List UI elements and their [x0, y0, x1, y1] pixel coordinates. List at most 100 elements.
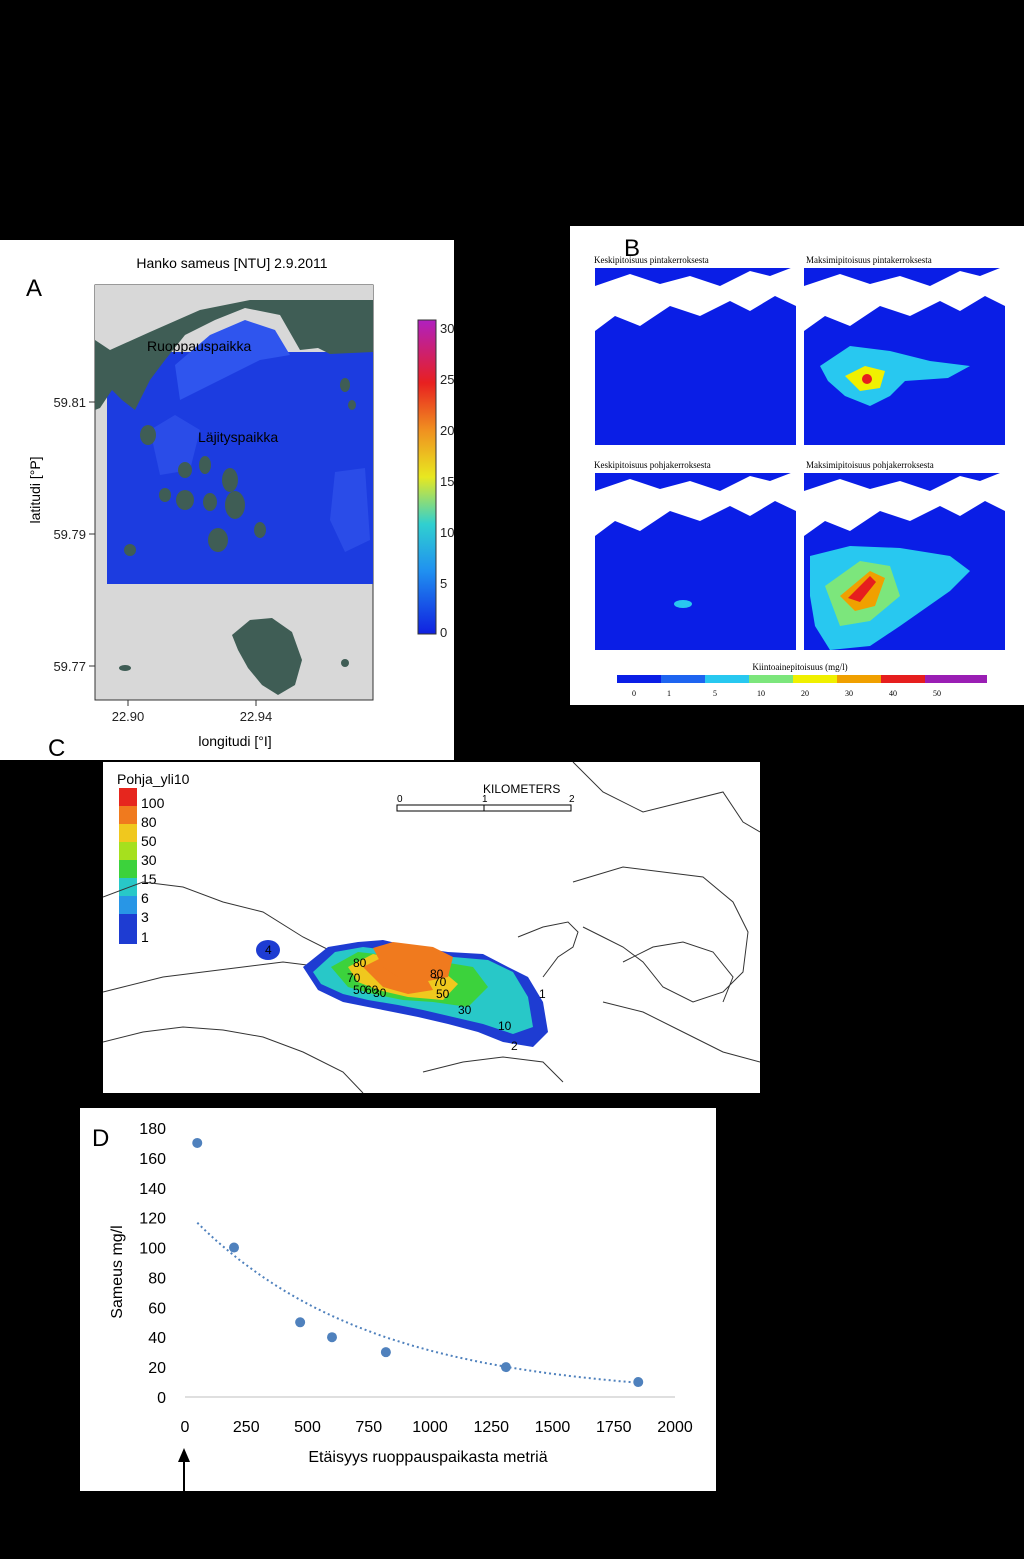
- d-yticks: 0 20 40 60 80 100 120 140 160 180: [139, 1121, 166, 1407]
- plume-area: [175, 320, 290, 400]
- c-contour-label: 1: [539, 987, 546, 1001]
- c-legend-item: 6: [141, 890, 149, 906]
- d-ytick: 20: [148, 1360, 166, 1377]
- panel-d: D 0 20 40 60 80 100 120 140 160 180 0 250 500 750 100…: [80, 1108, 716, 1491]
- c-legend-item: 30: [141, 852, 157, 868]
- c-scale-tick: 2: [569, 794, 575, 805]
- panel-b-maps: B Keskipitoisuus pintakerroksesta Maksim…: [594, 235, 1005, 698]
- d-ytick: 40: [148, 1330, 166, 1347]
- lower-island: [232, 618, 302, 695]
- d-xtick: 500: [294, 1419, 321, 1436]
- c-coastlines: [103, 762, 760, 1093]
- cb-tick: 25: [440, 372, 454, 387]
- b-tick: 50: [933, 689, 941, 698]
- d-ytick: 60: [148, 1300, 166, 1317]
- panel-c-label: C: [48, 735, 66, 762]
- d-data-point: [192, 1137, 203, 1148]
- b-map-3: [595, 471, 796, 650]
- d-xtick: 250: [233, 1419, 260, 1436]
- c-legend-item: 3: [141, 909, 149, 925]
- b-legend-bar: [617, 675, 987, 683]
- colorbar-a: [417, 319, 437, 635]
- b-map-2: [804, 266, 1005, 445]
- d-ytick: 180: [139, 1121, 166, 1138]
- panel-a-xlabel: longitudi [°I]: [198, 733, 271, 749]
- d-points: [192, 1137, 644, 1388]
- c-legend-item: 1: [141, 929, 149, 945]
- c-contour-label: 50: [353, 983, 367, 997]
- d-xtick: 2000: [657, 1419, 693, 1436]
- b-legend-ticks: 0 1 5 10 20 30 40 50: [632, 689, 941, 698]
- d-ytick: 0: [157, 1390, 166, 1407]
- b-tick: 10: [757, 689, 765, 698]
- c-scale-bar: 0 1 2 KILOMETERS: [396, 782, 575, 812]
- c-legend-item: 100: [141, 795, 165, 811]
- d-ytick: 160: [139, 1151, 166, 1168]
- b-subtitle-1: Keskipitoisuus pintakerroksesta: [594, 255, 709, 265]
- cb-tick: 10: [440, 525, 454, 540]
- c-legend-item: 15: [141, 871, 157, 887]
- d-trendline: [196, 1221, 639, 1384]
- water-area: [107, 352, 373, 584]
- c-legend-title: Pohja_yli10: [117, 771, 190, 787]
- plume-area-3: [330, 468, 370, 552]
- d-xticks: 0 250 500 750 1000 1250 1500 1750 2000: [181, 1419, 693, 1436]
- d-xtick: 1750: [596, 1419, 632, 1436]
- d-xtick: 0: [181, 1419, 190, 1436]
- c-contour-label: 4: [265, 943, 272, 957]
- b-map-4: [804, 471, 1005, 650]
- a-ytick: 59.77: [53, 659, 86, 674]
- dredging-marker-arrow: [176, 1448, 192, 1554]
- d-data-point: [295, 1317, 306, 1328]
- d-xtick: 1000: [412, 1419, 448, 1436]
- d-ytick: 80: [148, 1270, 166, 1287]
- panel-a-ylabel: latitudi [°P]: [27, 456, 43, 523]
- d-data-point: [380, 1347, 391, 1358]
- c-contour-label: 30: [458, 1003, 472, 1017]
- cb-tick: 0: [440, 625, 447, 640]
- b-tick: 40: [889, 689, 897, 698]
- c-contour-label: 70: [347, 971, 361, 985]
- b-map-1: [595, 266, 796, 445]
- c-scale-tick: 1: [482, 794, 488, 805]
- a-ytick: 59.79: [53, 527, 86, 542]
- cb-tick: 20: [440, 423, 454, 438]
- b-tick: 1: [667, 689, 671, 698]
- b-tick: 30: [845, 689, 853, 698]
- d-data-point: [633, 1377, 644, 1388]
- c-legend-item: 50: [141, 833, 157, 849]
- panel-d-label: D: [92, 1125, 109, 1152]
- c-contour-labels: 80 70 50 60 30 80 70 50 30 10 1 2 4: [265, 943, 546, 1053]
- d-xtick: 750: [355, 1419, 382, 1436]
- d-xlabel: Etäisyys ruoppauspaikasta metriä: [308, 1449, 547, 1466]
- b-subtitle-2: Maksimipitoisuus pintakerroksesta: [806, 255, 932, 265]
- b-tick: 0: [632, 689, 636, 698]
- panel-c-map: Pohja_yli10 100 80 50 30 15 6 3 1 0 1 2: [103, 762, 760, 1093]
- c-plume: [256, 940, 548, 1047]
- c-scale-tick: 0: [397, 794, 403, 805]
- b-tick: 20: [801, 689, 809, 698]
- b-subtitle-4: Maksimipitoisuus pohjakerroksesta: [806, 460, 934, 470]
- c-contour-label: 50: [436, 987, 450, 1001]
- panel-c: Pohja_yli10 100 80 50 30 15 6 3 1 0 1 2: [103, 762, 760, 1093]
- d-data-point: [327, 1332, 337, 1343]
- c-legend: 100 80 50 30 15 6 3 1: [119, 788, 165, 945]
- b-tick: 5: [713, 689, 717, 698]
- panel-a: A Hanko sameus [NTU] 2.9.2011: [0, 240, 454, 760]
- b-subtitle-3: Keskipitoisuus pohjakerroksesta: [594, 460, 711, 470]
- panel-a-label: A: [26, 275, 42, 302]
- d-data-point: [500, 1362, 511, 1373]
- d-data-point: [229, 1242, 239, 1253]
- c-contour-label: 10: [498, 1019, 512, 1033]
- d-ytick: 120: [139, 1211, 166, 1228]
- cb-tick: 30: [440, 321, 454, 336]
- d-xtick: 1500: [535, 1419, 571, 1436]
- c-contour-label: 80: [430, 967, 444, 981]
- a-xtick: 22.94: [240, 709, 273, 724]
- d-ytick: 100: [139, 1241, 166, 1258]
- dumping-site-label: Läjityspaikka: [198, 429, 278, 445]
- c-contour-label: 80: [353, 956, 367, 970]
- c-contour-label: 60: [365, 983, 379, 997]
- d-ytick: 140: [139, 1181, 166, 1198]
- small-island-2: [341, 659, 349, 667]
